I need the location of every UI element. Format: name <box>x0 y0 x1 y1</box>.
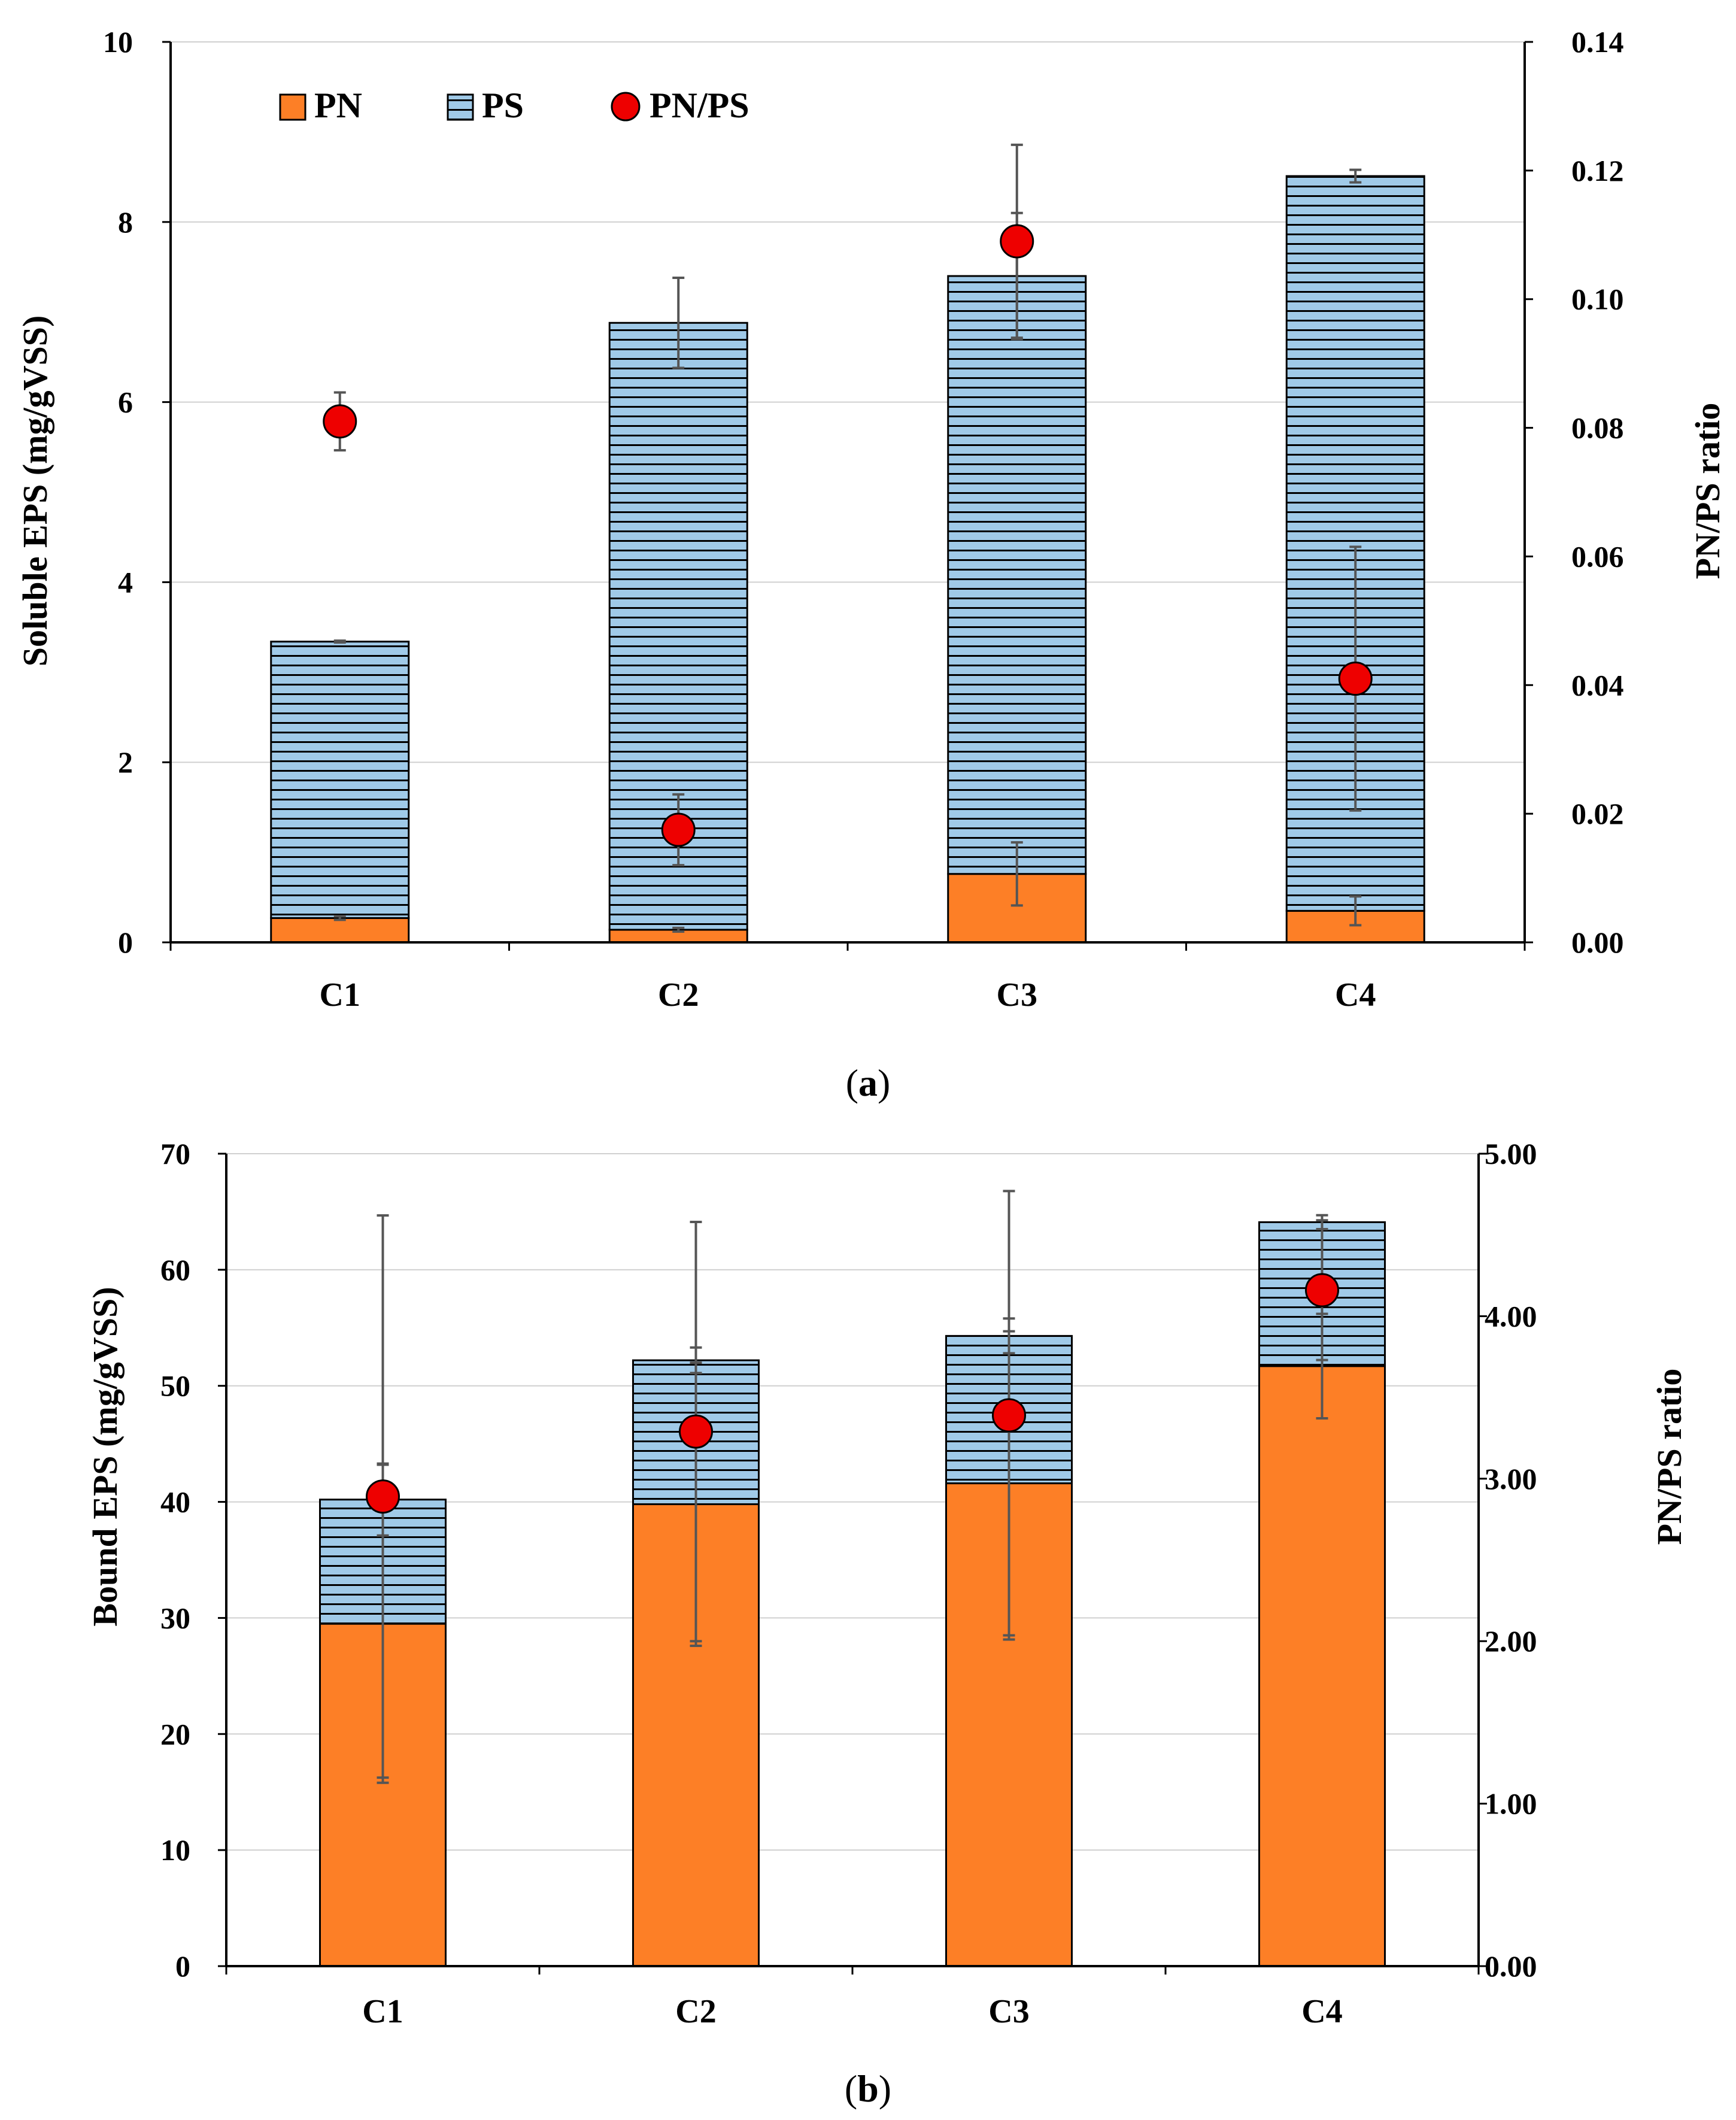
caption-a-letter: a <box>858 1061 878 1104</box>
p2-y2-tick-label: 0.00 <box>1485 1949 1537 1983</box>
y-axis-title-a: Soluble EPS (mg/gVSS) <box>16 316 54 667</box>
p1-y2-tick-label: 0.12 <box>1571 154 1624 187</box>
legend-a: PN PS PN/PS <box>279 86 749 125</box>
p2-ratio-point-c4 <box>1305 1273 1339 1308</box>
p2-ratio-point-c3 <box>992 1398 1026 1433</box>
p1-y-tick-label: 4 <box>118 565 133 599</box>
p1-y2-tick-label: 0.08 <box>1571 411 1624 445</box>
p1-category-label-c1: C1 <box>320 976 360 1014</box>
p2-bar-pn-c4 <box>1258 1365 1386 1967</box>
p1-y-tick-label: 2 <box>118 745 133 779</box>
p2-y-tick-label: 10 <box>160 1833 190 1867</box>
p2-y-tick-label: 60 <box>160 1253 190 1287</box>
p2-y-tick-label: 0 <box>175 1949 190 1983</box>
caption-b-letter: b <box>857 2067 879 2110</box>
p1-ratio-point-c2 <box>661 812 696 847</box>
chart-panel-a: Soluble EPS (mg/gVSS) PN/PS ratio (a) 0 2… <box>16 25 1727 1104</box>
legend-ratio-label: PN/PS <box>650 86 749 125</box>
p1-bar-ps-c3 <box>947 275 1087 875</box>
legend-ps-swatch <box>447 93 474 121</box>
panel-b-caption: (b) <box>845 2067 891 2110</box>
p2-ratio-point-c2 <box>679 1414 713 1449</box>
legend-pn-swatch <box>279 93 306 121</box>
p2-category-label-c2: C2 <box>675 1993 716 2030</box>
p2-y-tick-label: 40 <box>160 1485 190 1519</box>
p1-y-tick-label: 0 <box>118 926 133 959</box>
caption-a-open: ( <box>846 1061 858 1104</box>
p1-category-label-c2: C2 <box>658 976 699 1014</box>
p2-category-label-c1: C1 <box>362 1993 403 2030</box>
p1-y2-tick-label: 0.00 <box>1571 926 1624 959</box>
p2-y-tick-label: 50 <box>160 1369 190 1403</box>
p1-bar-ps-c1 <box>270 641 410 919</box>
p1-ratio-point-c3 <box>1000 224 1034 259</box>
p1-y2-tick-label: 0.04 <box>1571 668 1624 702</box>
p1-y2-tick-label: 0.06 <box>1571 539 1624 573</box>
legend-ratio-marker <box>611 92 641 122</box>
legend-ps-label: PS <box>482 86 524 125</box>
p2-category-label-c3: C3 <box>988 1993 1029 2030</box>
legend-pn-label: PN <box>314 86 362 125</box>
p2-y-tick-label: 20 <box>160 1717 190 1751</box>
y-axis-title-b: Bound EPS (mg/gVSS) <box>86 1287 125 1626</box>
p2-y-tick-label: 30 <box>160 1601 190 1634</box>
p2-ratio-point-c1 <box>366 1479 400 1514</box>
caption-b-close: ) <box>879 2067 891 2110</box>
p1-y-tick-label: 10 <box>103 25 133 59</box>
caption-b-open: ( <box>845 2067 857 2110</box>
chart-panel-b: Bound EPS (mg/gVSS) PN/PS ratio (b) 0 10 2… <box>86 1137 1689 2110</box>
p1-y-tick-label: 8 <box>118 205 133 239</box>
p1-y2-tick-label: 0.10 <box>1571 283 1624 316</box>
p1-ratio-point-c4 <box>1338 662 1373 696</box>
p1-ratio-point-c1 <box>323 404 357 439</box>
p2-y2-tick-label: 3.00 <box>1485 1462 1537 1496</box>
p1-y2-tick-label: 0.14 <box>1571 25 1624 59</box>
p1-category-label-c4: C4 <box>1335 976 1376 1014</box>
p1-y2-tick-label: 0.02 <box>1571 797 1624 830</box>
p1-bar-pn-c1 <box>270 917 410 944</box>
p2-y-tick-label: 70 <box>160 1137 190 1170</box>
p2-y2-tick-label: 4.00 <box>1485 1299 1537 1333</box>
p2-y2-tick-label: 1.00 <box>1485 1787 1537 1821</box>
p2-y2-tick-label: 5.00 <box>1485 1137 1537 1170</box>
caption-a-close: ) <box>878 1061 890 1104</box>
y2-axis-title-a: PN/PS ratio <box>1688 403 1727 580</box>
panel-a-caption: (a) <box>846 1061 891 1104</box>
p1-y-tick-label: 6 <box>118 386 133 419</box>
p1-category-label-c3: C3 <box>997 976 1037 1014</box>
y2-axis-title-b: PN/PS ratio <box>1650 1369 1689 1545</box>
p2-y2-tick-label: 2.00 <box>1485 1624 1537 1658</box>
p2-category-label-c4: C4 <box>1301 1993 1342 2030</box>
